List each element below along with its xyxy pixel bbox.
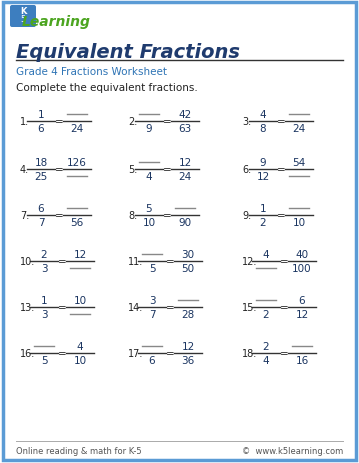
Text: =: =: [277, 117, 285, 127]
Text: 6: 6: [299, 295, 305, 305]
Text: 12: 12: [256, 172, 270, 181]
Text: 1: 1: [260, 204, 266, 213]
Text: 4: 4: [260, 110, 266, 120]
Text: 3: 3: [149, 295, 155, 305]
Text: 16: 16: [295, 355, 309, 365]
Text: =: =: [55, 117, 64, 127]
Text: 10: 10: [74, 355, 87, 365]
Text: 24: 24: [292, 124, 306, 134]
Text: Equivalent Fractions: Equivalent Fractions: [16, 43, 240, 62]
Text: 25: 25: [34, 172, 48, 181]
Text: 10.: 10.: [20, 257, 35, 266]
Text: 17.: 17.: [128, 348, 143, 358]
Text: 8: 8: [260, 124, 266, 134]
Text: K: K: [20, 7, 26, 17]
Text: =: =: [277, 211, 285, 220]
Text: 63: 63: [178, 124, 192, 134]
Text: ©  www.k5learning.com: © www.k5learning.com: [242, 446, 343, 456]
Text: 10: 10: [143, 218, 155, 227]
Text: 12: 12: [181, 341, 195, 351]
Text: 42: 42: [178, 110, 192, 120]
Text: 6: 6: [149, 355, 155, 365]
Text: 12: 12: [295, 309, 309, 319]
Text: 24: 24: [70, 124, 84, 134]
Text: =: =: [55, 165, 64, 175]
Text: 2: 2: [263, 341, 269, 351]
Text: 10: 10: [293, 218, 306, 227]
Text: Grade 4 Fractions Worksheet: Grade 4 Fractions Worksheet: [16, 67, 167, 77]
Text: 4: 4: [263, 355, 269, 365]
Text: 9: 9: [260, 158, 266, 168]
Text: 14.: 14.: [128, 302, 143, 313]
Text: 2: 2: [41, 250, 47, 259]
Text: 4: 4: [263, 250, 269, 259]
Text: 10: 10: [74, 295, 87, 305]
Text: 5.: 5.: [128, 165, 137, 175]
Text: 6: 6: [38, 204, 44, 213]
Text: 1: 1: [38, 110, 44, 120]
Text: =: =: [280, 348, 288, 358]
Text: 18: 18: [34, 158, 48, 168]
Text: 12.: 12.: [242, 257, 257, 266]
Text: 5: 5: [41, 355, 47, 365]
Text: =: =: [58, 257, 66, 266]
Text: 5: 5: [146, 204, 152, 213]
Text: 5: 5: [149, 263, 155, 274]
Text: 12: 12: [178, 158, 192, 168]
Text: 16.: 16.: [20, 348, 35, 358]
Text: 3: 3: [41, 263, 47, 274]
Text: =: =: [58, 348, 66, 358]
Text: Online reading & math for K-5: Online reading & math for K-5: [16, 446, 141, 456]
Text: 6.: 6.: [242, 165, 251, 175]
Text: 126: 126: [67, 158, 87, 168]
Text: 2: 2: [263, 309, 269, 319]
Text: 50: 50: [181, 263, 195, 274]
Text: 11.: 11.: [128, 257, 143, 266]
Text: 7.: 7.: [20, 211, 29, 220]
Text: =: =: [280, 257, 288, 266]
Text: 2: 2: [260, 218, 266, 227]
Text: 3: 3: [41, 309, 47, 319]
Text: =: =: [165, 302, 174, 313]
Text: 9: 9: [146, 124, 152, 134]
Text: Learning: Learning: [22, 15, 90, 29]
Text: 15.: 15.: [242, 302, 257, 313]
Text: 5: 5: [20, 14, 25, 24]
Text: 18.: 18.: [242, 348, 257, 358]
Text: 4: 4: [146, 172, 152, 181]
Text: =: =: [55, 211, 64, 220]
Text: 36: 36: [181, 355, 195, 365]
Text: 4: 4: [77, 341, 83, 351]
Text: 90: 90: [178, 218, 192, 227]
Text: 40: 40: [295, 250, 309, 259]
Text: 24: 24: [178, 172, 192, 181]
Text: =: =: [280, 302, 288, 313]
Text: =: =: [165, 257, 174, 266]
Text: 54: 54: [292, 158, 306, 168]
Text: =: =: [277, 165, 285, 175]
Text: 4.: 4.: [20, 165, 29, 175]
Text: 6: 6: [38, 124, 44, 134]
Text: 12: 12: [73, 250, 87, 259]
Text: =: =: [163, 117, 171, 127]
Text: =: =: [163, 165, 171, 175]
Text: 13.: 13.: [20, 302, 35, 313]
Text: 2.: 2.: [128, 117, 137, 127]
Text: 7: 7: [38, 218, 44, 227]
Text: 8.: 8.: [128, 211, 137, 220]
FancyBboxPatch shape: [10, 6, 36, 28]
Text: 7: 7: [149, 309, 155, 319]
Text: Complete the equivalent fractions.: Complete the equivalent fractions.: [16, 83, 198, 93]
Text: =: =: [58, 302, 66, 313]
Text: 100: 100: [292, 263, 312, 274]
Text: 56: 56: [70, 218, 84, 227]
Text: =: =: [163, 211, 171, 220]
Text: 30: 30: [181, 250, 195, 259]
Text: =: =: [165, 348, 174, 358]
Text: 9.: 9.: [242, 211, 251, 220]
Text: 28: 28: [181, 309, 195, 319]
Text: 1.: 1.: [20, 117, 29, 127]
Text: 1: 1: [41, 295, 47, 305]
Text: 3.: 3.: [242, 117, 251, 127]
